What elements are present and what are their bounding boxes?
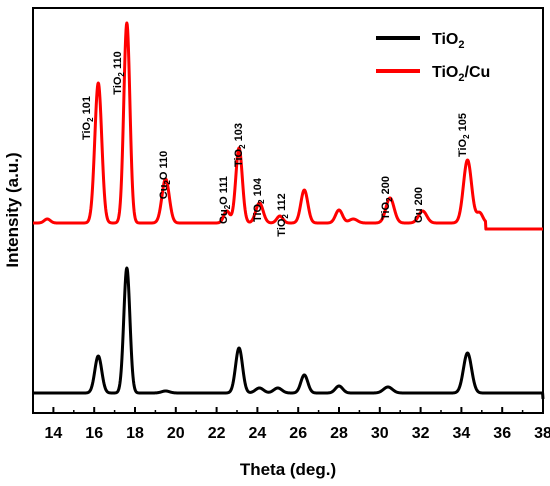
x-tick-label: 24: [249, 425, 267, 442]
series-line-0: [31, 266, 545, 400]
peak-label-main: TiO: [276, 218, 288, 237]
peak-label-rest: 101: [81, 96, 93, 117]
peak-label-subscript: 2: [238, 144, 247, 149]
legend-label: TiO2: [432, 31, 465, 51]
peak-label-subscript: 2: [163, 180, 172, 185]
x-tick-label: 28: [330, 425, 348, 442]
x-tick-label: 20: [167, 425, 185, 442]
x-tick-label: 34: [453, 425, 471, 442]
x-tick-label: 26: [289, 425, 307, 442]
peak-label: TiO2 110: [112, 51, 126, 94]
legend-label-rest: /Cu: [465, 64, 491, 81]
peak-label-main: TiO: [252, 203, 264, 222]
legend-label: TiO2/Cu: [432, 64, 490, 84]
x-tick-label: 18: [126, 425, 144, 442]
peak-label: Cu 200: [413, 187, 425, 223]
peak-label-main: TiO: [112, 76, 124, 95]
peak-label: TiO2 200: [380, 176, 394, 220]
legend-label-subscript: 2: [458, 72, 464, 84]
peak-label: TiO2 112: [276, 193, 290, 236]
peak-label: Cu2O 111: [218, 176, 232, 224]
peak-label-subscript: 2: [281, 214, 290, 219]
peak-label-rest: 112: [276, 193, 288, 214]
legend-label-main: TiO: [432, 64, 458, 81]
peak-label-subscript: 2: [117, 72, 126, 77]
legend-label-main: TiO: [432, 31, 458, 48]
series-line-1: [31, 21, 545, 231]
plot-frame: [32, 7, 544, 414]
x-tick-label: 14: [45, 425, 63, 442]
peak-label-main: Cu: [413, 208, 425, 223]
peak-label: Cu2O 110: [158, 151, 172, 199]
peak-label-subscript: 2: [385, 197, 394, 202]
peak-label-main: TiO: [380, 201, 392, 220]
peak-label-main: Cu: [218, 209, 230, 224]
peak-label-subscript: 2: [462, 134, 471, 139]
x-tick-label: 22: [208, 425, 226, 442]
peak-label-main: TiO: [457, 138, 469, 157]
peak-label-rest: 105: [457, 113, 469, 134]
peak-label-subscript: 2: [223, 204, 232, 209]
peak-label-rest: O 111: [218, 176, 230, 205]
x-tick-label: 30: [371, 425, 389, 442]
x-axis-title: Theta (deg.): [240, 460, 336, 479]
peak-label-rest: 103: [233, 123, 245, 144]
peak-label-subscript: 2: [257, 199, 266, 204]
x-tick-label: 16: [85, 425, 103, 442]
peak-label-rest: O 110: [158, 151, 170, 180]
peak-label: TiO2 105: [457, 113, 471, 157]
peak-label-main: TiO: [81, 121, 93, 140]
peak-label-main: Cu: [158, 185, 170, 200]
legend-label-subscript: 2: [458, 39, 464, 51]
peak-label-rest: 110: [112, 51, 124, 72]
x-axis: 14 16 18 20 22 24 26 28 30 32 34 36 38: [45, 407, 550, 442]
x-tick-label: 36: [493, 425, 511, 442]
peak-label-main: TiO: [233, 148, 245, 167]
peak-label-rest: 104: [252, 177, 264, 199]
x-tick-label: 38: [534, 425, 550, 442]
y-axis-title: Intensity (a.u.): [3, 152, 22, 267]
peak-label-rest: 200: [380, 176, 392, 197]
peak-label: TiO2 101: [81, 96, 95, 140]
peak-label: TiO2 103: [233, 123, 247, 167]
peak-label-subscript: 2: [86, 117, 95, 122]
x-tick-label: 32: [412, 425, 430, 442]
peak-label: TiO2 104: [252, 177, 266, 222]
peak-label-rest: 200: [413, 187, 425, 208]
series-curves: [31, 21, 545, 400]
